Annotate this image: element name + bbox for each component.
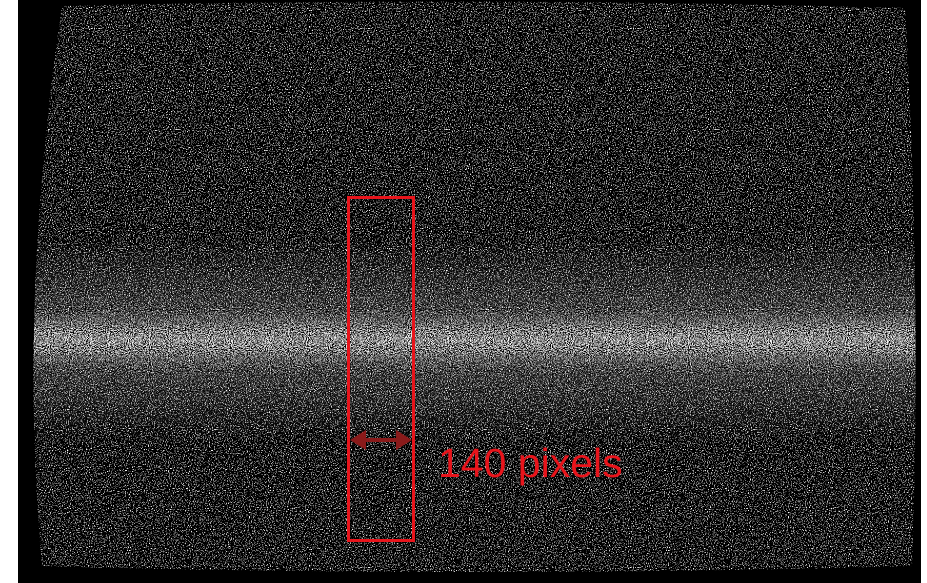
image: 140 pixels — [0, 0, 927, 583]
width-label: 140 pixels — [438, 440, 623, 486]
speckle-field — [0, 0, 927, 583]
bright-band — [0, 0, 927, 583]
